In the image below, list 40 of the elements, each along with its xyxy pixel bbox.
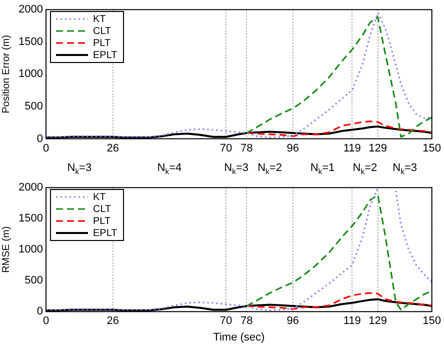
x-tick-label: 150 <box>422 142 442 154</box>
legend-label: EPLT <box>93 228 118 238</box>
x-tick-label: 119 <box>343 142 361 154</box>
y-axis-title: RMSE (m) <box>0 226 12 273</box>
y-tick-label: 1000 <box>18 244 43 256</box>
x-tick-label: 96 <box>286 315 300 328</box>
y-tick-label: 2000 <box>18 182 43 194</box>
x-tick-label: 70 <box>220 142 232 154</box>
line-series <box>246 194 432 311</box>
x-tick-label: 96 <box>286 142 300 154</box>
line-series <box>246 292 432 310</box>
legend-label: CLT <box>93 26 112 36</box>
x-tick-label: 150 <box>422 315 442 328</box>
y-tick-label: 0 <box>36 132 43 145</box>
x-tick-label: 129 <box>368 315 387 328</box>
y-tick-label: 1500 <box>18 212 43 225</box>
legend-label: PLT <box>93 216 111 226</box>
legend-label: EPLT <box>93 50 118 60</box>
legend-label: CLT <box>93 204 112 214</box>
x-tick-label: 119 <box>343 315 361 328</box>
y-tick-label: 500 <box>24 274 43 287</box>
legend-label: PLT <box>93 38 111 48</box>
line-series <box>246 16 432 138</box>
y-tick-label: 1500 <box>18 36 43 48</box>
y-tick-label: 0 <box>36 306 43 318</box>
y-tick-label: 1000 <box>18 68 43 80</box>
x-tick-label: 26 <box>106 315 119 328</box>
x-tick-label: 70 <box>220 315 232 328</box>
legend-label: KT <box>93 192 106 202</box>
x-tick-label: 129 <box>368 142 387 154</box>
x-tick-label: 78 <box>240 315 253 328</box>
y-tick-label: 2000 <box>18 4 43 16</box>
x-axis-title: Time (sec) <box>213 331 265 344</box>
x-tick-label: 78 <box>240 142 253 154</box>
y-axis-title: Position Error (m) <box>0 35 12 114</box>
y-tick-label: 500 <box>24 100 43 113</box>
x-tick-label: 26 <box>106 142 119 154</box>
line-series <box>246 120 432 138</box>
line-series <box>46 12 432 138</box>
legend-label: KT <box>93 14 106 24</box>
